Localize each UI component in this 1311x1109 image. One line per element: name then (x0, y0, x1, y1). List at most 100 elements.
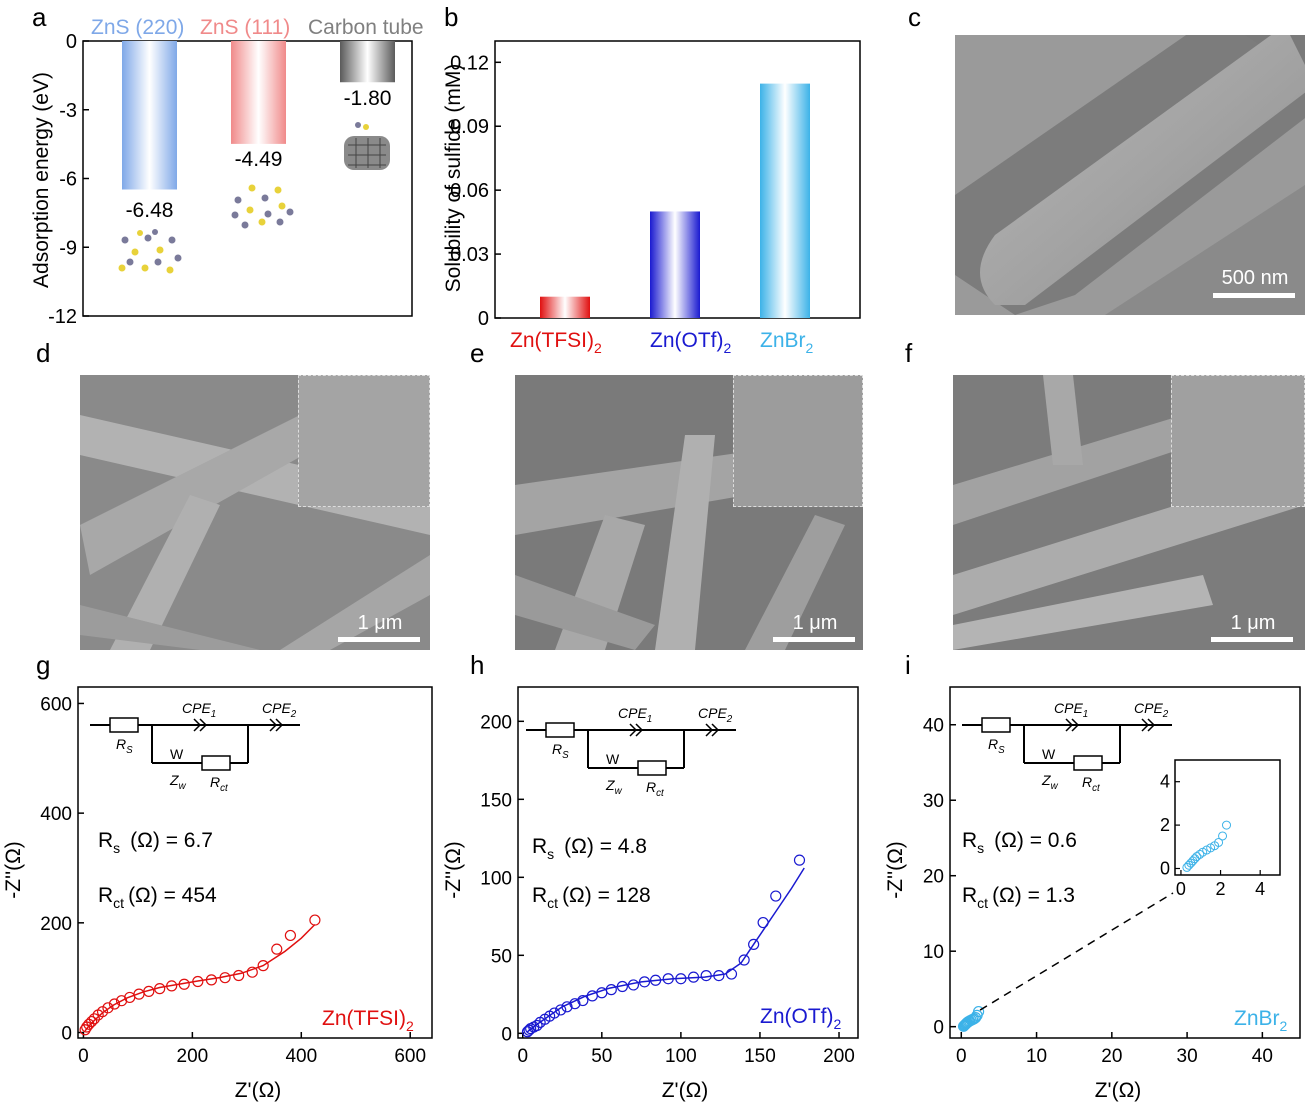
chart-a-bar (231, 41, 286, 144)
chart-frame (77, 686, 433, 1039)
chart-a-data-label: -6.48 (126, 199, 174, 222)
data-point (178, 978, 190, 990)
sem-image-e: 1 μm (515, 375, 863, 650)
circuit-cpe2 (705, 723, 720, 737)
sem-image-d: 1 μm (80, 375, 430, 650)
circuit-label-cpe1: CPE1 (618, 705, 652, 725)
sem-image-c: 500 nm (955, 35, 1305, 315)
data-point (86, 1015, 98, 1028)
circuit-resistor-rct (1073, 755, 1103, 771)
circuit-label-cpe2: CPE2 (698, 705, 733, 725)
circuit-label-cpe1: CPE1 (182, 700, 216, 720)
circuit-cpe2 (1141, 718, 1156, 732)
chart-h-rct: Rct (Ω) = 128 (532, 884, 651, 911)
chart-i-ylabel: -Z''(Ω) (884, 841, 907, 899)
chart-g-series-label: Zn(TFSI)2 (322, 1007, 414, 1034)
inset-y-tick-label: 4 (1160, 772, 1170, 792)
y-tick-label: 40 (923, 716, 944, 737)
chart-b-bar (760, 83, 810, 318)
data-point (596, 987, 608, 999)
data-point (79, 1024, 91, 1036)
panel-label-c: c (908, 2, 921, 32)
circuit-resistor-rs (109, 717, 139, 733)
circuit-label-cpe2: CPE2 (1134, 700, 1169, 720)
inset-connector (979, 892, 1174, 1011)
circuit-cpe1 (629, 723, 644, 737)
inset-e (733, 375, 863, 507)
chart-b-cat-1: Zn(OTf)2 (650, 329, 732, 356)
data-point (770, 890, 782, 902)
inset-x-tick-label: 0 (1176, 879, 1186, 899)
x-tick-label: 200 (177, 1046, 209, 1067)
data-point (166, 980, 178, 992)
chart-i-series-label: ZnBr2 (1234, 1007, 1288, 1034)
chart-a-data-label: -4.49 (235, 148, 283, 171)
chart-b-ytick-label: 0.03 (450, 244, 489, 266)
chart-b-cat-0: Zn(TFSI)2 (510, 329, 602, 356)
x-tick-label: 50 (591, 1046, 612, 1067)
inset-f (1171, 375, 1305, 507)
circuit-label-zw: Zw (169, 772, 187, 792)
x-tick-label: 30 (1177, 1046, 1198, 1067)
y-tick-label: 0 (933, 1018, 944, 1039)
x-tick-label: 20 (1101, 1046, 1122, 1067)
x-tick-label: 150 (744, 1046, 776, 1067)
data-point (102, 1002, 114, 1014)
circuit-label-w: W (170, 746, 184, 762)
chart-h: 00 50 50 100 100 150 150 200 200 -Z''(Ω) Z'(Ω) R… (442, 686, 859, 1102)
data-point (969, 1012, 982, 1024)
chart-a-legend-1: ZnS (111) (200, 16, 290, 39)
chart-b-bar (650, 211, 700, 318)
chart-b-ytick-label: 0 (478, 308, 489, 330)
y-tick-label: 0 (61, 1024, 72, 1045)
circuit-label-rct: Rct (1082, 774, 1101, 794)
panel-label-g: g (36, 650, 51, 680)
circuit-diagram-i: CPE1 CPE2 RS W Zw Rct (962, 700, 1172, 794)
chart-a-legend-2: Carbon tube (308, 16, 424, 39)
circuit-label-rct: Rct (210, 774, 229, 794)
chart-a-ytick-label: -12 (48, 306, 77, 328)
circuit-label-rs: RS (552, 741, 569, 761)
scalebar-label-e: 1 μm (792, 612, 838, 634)
y-tick-label: 200 (40, 914, 72, 935)
data-point (555, 1004, 567, 1016)
scalebar-label-c: 500 nm (1221, 267, 1289, 289)
chart-b-bar (540, 296, 590, 318)
chart-h-xlabel: Z'(Ω) (662, 1079, 709, 1102)
chart-b-cat-2: ZnBr2 (760, 329, 814, 356)
x-tick-label: 0 (78, 1046, 89, 1067)
data-point (219, 972, 231, 984)
circuit-resistor-rct (201, 755, 231, 771)
data-point (309, 914, 321, 926)
x-tick-label: 40 (1252, 1046, 1273, 1067)
data-point (757, 916, 769, 929)
data-point (577, 994, 589, 1007)
y-tick-label: 30 (923, 791, 944, 812)
chart-i-xlabel: Z'(Ω) (1095, 1079, 1142, 1102)
circuit-label-rs: RS (116, 736, 133, 756)
y-tick-label: 100 (480, 868, 512, 889)
x-tick-label: 200 (823, 1046, 855, 1067)
inset-y-tick-label: 2 (1160, 815, 1170, 835)
data-point (192, 975, 204, 988)
chart-g: 00 200 200 400 400 600 600 -Z''(Ω) Z'(Ω) Rs (Ω)… (2, 686, 433, 1102)
data-point (616, 980, 628, 993)
x-tick-label: 0 (517, 1046, 528, 1067)
data-point (649, 974, 662, 986)
data-point (687, 971, 700, 983)
panel-label-i: i (905, 650, 911, 680)
data-point (725, 968, 738, 980)
circuit-cpe1 (1065, 718, 1080, 732)
scalebar-label-f: 1 μm (1230, 612, 1276, 634)
chart-i-rs: Rs (Ω) = 0.6 (962, 829, 1077, 856)
sem-image-f-graphic (953, 375, 1305, 650)
panel-label-f: f (905, 338, 913, 368)
circuit-label-cpe2: CPE2 (262, 700, 297, 720)
scalebar-c (1213, 293, 1295, 298)
chart-b-ytick-label: 0.09 (450, 116, 489, 138)
panel-label-b: b (444, 2, 459, 32)
data-point (586, 990, 598, 1002)
data-point (246, 966, 258, 978)
chart-a-bar (122, 41, 177, 190)
